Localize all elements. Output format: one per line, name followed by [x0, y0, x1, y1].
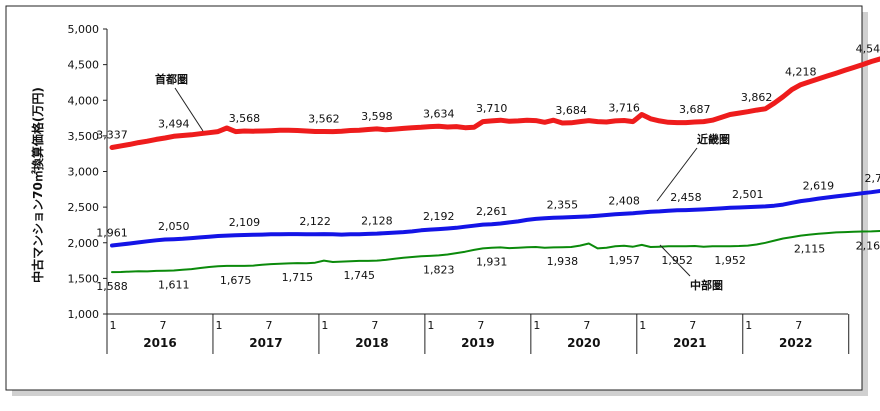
y-axis: 1,000 1,500 2,000 2,500 3,000 3,500 4,000 4,500…	[68, 23, 108, 321]
data-label: 1,938	[547, 255, 579, 268]
data-label: 2,458	[670, 191, 702, 204]
data-label: 3,598	[361, 110, 393, 123]
x-tick-label: 1	[639, 319, 646, 332]
data-label: 3,687	[679, 103, 711, 116]
data-label: 1,957	[608, 254, 640, 267]
data-label: 2,619	[803, 180, 835, 193]
data-label: 1,931	[476, 256, 508, 269]
x-year-label: 2016	[143, 336, 176, 350]
series-name-label: 中部圏	[690, 278, 723, 292]
data-label: 2,122	[299, 215, 331, 228]
y-tick-label: 4,500	[68, 59, 100, 72]
y-tick-label: 5,000	[68, 23, 100, 36]
y-tick-label: 3,500	[68, 130, 100, 143]
data-label: 3,634	[423, 107, 455, 120]
x-tick-label: 1	[745, 319, 752, 332]
x-year-label: 2021	[673, 336, 706, 350]
data-label: 1,715	[282, 271, 314, 284]
x-tick-label: 7	[795, 319, 802, 332]
frame-border	[5, 5, 863, 391]
data-label: 1,952	[661, 254, 693, 267]
series-callout-line	[656, 147, 698, 202]
series-line-2	[110, 189, 880, 248]
x-tick-label: 7	[265, 319, 272, 332]
y-tick-label: 1,500	[68, 272, 100, 285]
x-tick-label: 7	[583, 319, 590, 332]
data-label: 3,562	[308, 112, 340, 125]
y-axis-label: 中古マンション70㎡換算価格(万円)	[30, 87, 45, 283]
data-label: 4,218	[785, 66, 817, 79]
series-callout-line	[659, 244, 691, 277]
data-label: 2,408	[608, 195, 640, 208]
series-callout-line	[174, 87, 204, 132]
data-label: 3,716	[608, 101, 640, 114]
y-tick-label: 2,500	[68, 201, 100, 214]
series-name-label: 近畿圏	[697, 132, 730, 146]
data-label: 3,337	[96, 128, 128, 141]
x-tick-label: 1	[427, 319, 434, 332]
data-label: 1,961	[96, 227, 128, 240]
x-axis: 1 7 1 7 1 7 1 7 1 7 1 7 1 7 2016 2017 2018 2019 2020 2021 20…	[106, 313, 850, 354]
data-label: 3,568	[229, 112, 261, 125]
data-label: 2,128	[361, 215, 393, 228]
y-tick-label: 1,000	[68, 308, 100, 321]
data-label: 1,823	[423, 263, 455, 276]
y-tick-label: 2,000	[68, 237, 100, 250]
data-label: 3,710	[476, 102, 508, 115]
series-name-label: 首都圏	[155, 72, 188, 86]
data-label: 4,544	[856, 42, 880, 55]
data-label: 2,261	[476, 205, 508, 218]
data-label: 2,109	[229, 216, 261, 229]
data-label: 2,160	[856, 239, 880, 252]
x-tick-label: 7	[159, 319, 166, 332]
series-line-1	[109, 56, 880, 150]
x-tick-label: 1	[321, 319, 328, 332]
data-label: 1,611	[158, 278, 190, 291]
x-year-label: 2018	[355, 336, 388, 350]
series-lines	[109, 56, 880, 274]
data-label: 3,494	[158, 117, 190, 130]
data-label: 2,727	[864, 172, 880, 185]
x-year-label: 2020	[567, 336, 600, 350]
x-tick-label: 1	[110, 319, 117, 332]
y-tick-label: 3,000	[68, 166, 100, 179]
data-label: 3,684	[555, 104, 587, 117]
series-line-3	[111, 230, 880, 274]
data-label: 2,115	[794, 243, 826, 256]
x-tick-label: 7	[477, 319, 484, 332]
y-tick-label: 4,000	[68, 94, 100, 107]
x-tick-label: 1	[215, 319, 222, 332]
x-tick-label: 1	[533, 319, 540, 332]
x-tick-label: 7	[371, 319, 378, 332]
data-label: 2,050	[158, 220, 190, 233]
data-label: 2,501	[732, 188, 764, 201]
x-year-label: 2022	[779, 336, 812, 350]
data-labels: 3,337 3,494 3,568 3,562 3,598 3,634 3,710 3,684…	[96, 42, 880, 293]
data-label: 1,745	[343, 269, 375, 282]
data-label: 1,675	[220, 274, 252, 287]
x-year-label: 2017	[249, 336, 282, 350]
x-tick-label: 7	[689, 319, 696, 332]
data-label: 1,588	[96, 280, 128, 293]
data-label: 2,355	[547, 198, 579, 211]
data-label: 3,862	[741, 91, 773, 104]
data-label: 1,952	[714, 254, 746, 267]
data-label: 2,192	[423, 210, 455, 223]
x-year-label: 2019	[461, 336, 494, 350]
